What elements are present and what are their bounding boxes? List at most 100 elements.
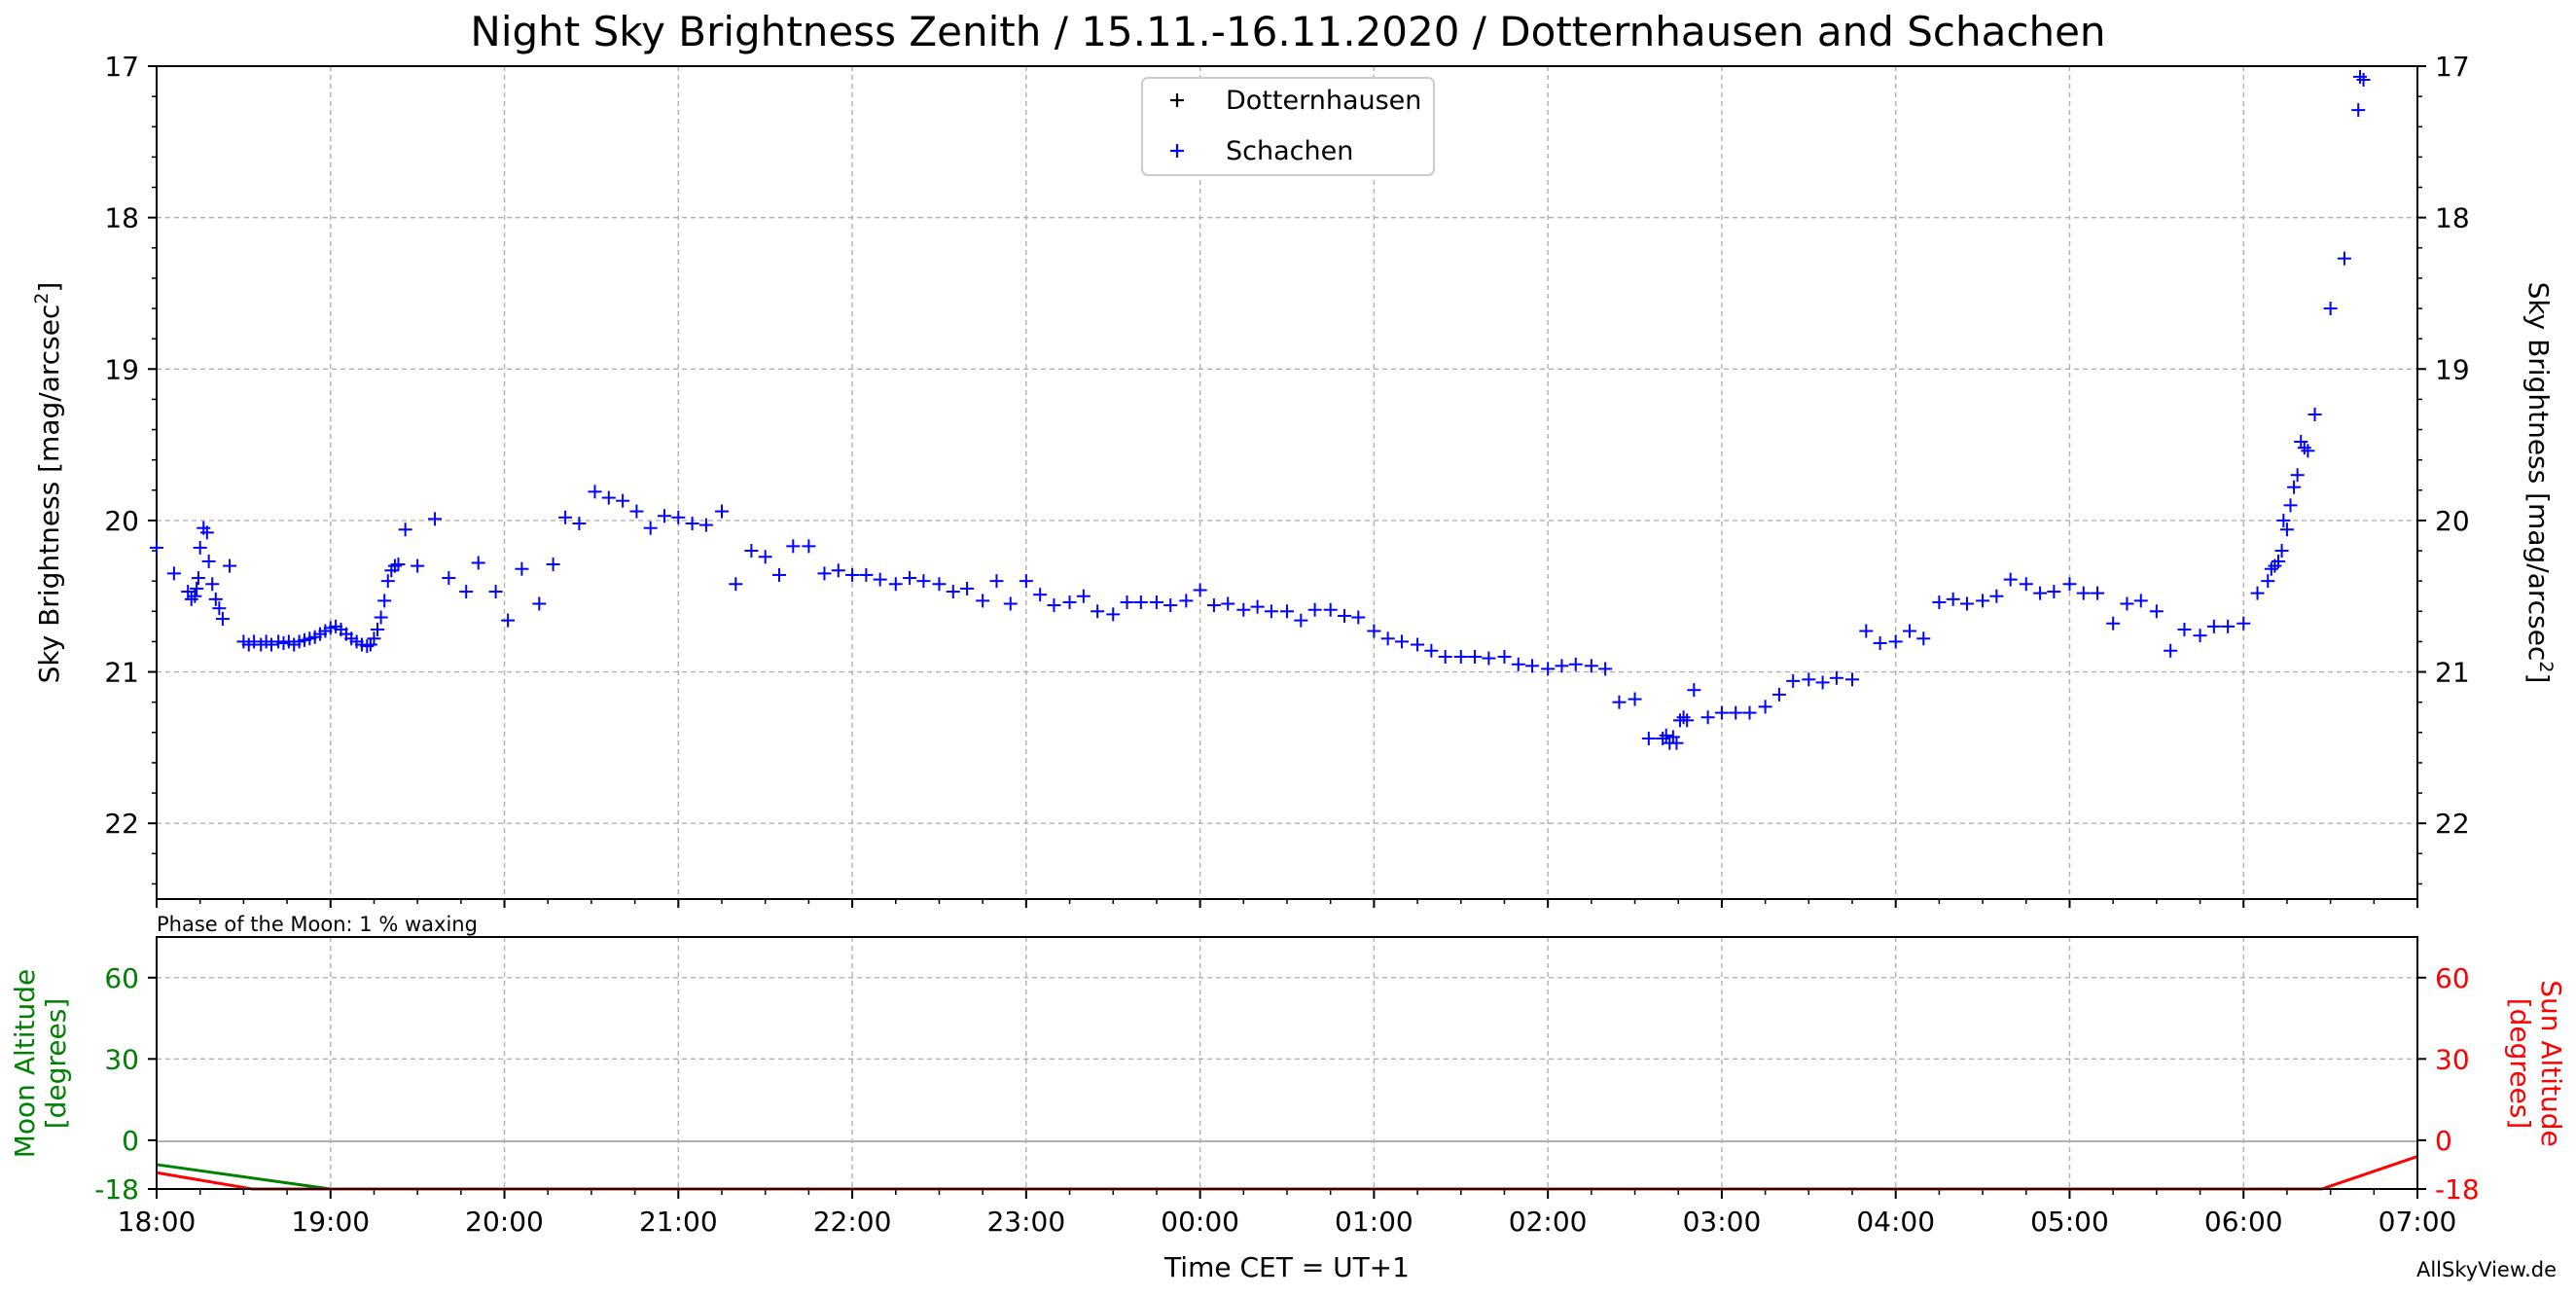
data-point-schachen: [2047, 585, 2061, 599]
data-point-schachen: [201, 554, 216, 568]
data-point-schachen: [1700, 710, 1715, 725]
data-point-schachen: [1062, 594, 1077, 609]
data-point-schachen: [1337, 608, 1351, 623]
data-point-schachen: [1424, 643, 1439, 658]
data-point-schachen: [2164, 643, 2178, 658]
data-point-schachen: [150, 540, 163, 555]
data-point-schachen: [247, 634, 262, 649]
data-point-schachen: [1656, 732, 1670, 746]
data-point-schachen: [758, 550, 772, 564]
brightness-panel: 17 17 18 18 19 19 20 20 21 21 22 22 Sky Brightness …: [31, 51, 2557, 908]
data-point-schachen: [1047, 598, 1061, 613]
data-point-schachen: [2076, 586, 2091, 600]
data-point-schachen: [387, 558, 402, 573]
data-point-schachen: [2323, 302, 2338, 316]
left-y-tick-label: 19: [104, 353, 139, 385]
data-point-schachen: [888, 577, 903, 592]
x-tick-label: 05:00: [2030, 1206, 2109, 1238]
data-point-schachen: [1541, 662, 1556, 676]
data-point-schachen: [1959, 596, 1974, 611]
left-y-tick-label: 18: [104, 202, 139, 234]
data-point-schachen: [193, 540, 207, 555]
data-point-schachen: [1628, 692, 1642, 706]
data-point-schachen: [1280, 604, 1294, 619]
data-point-schachen: [572, 517, 587, 531]
data-point-schachen: [2133, 594, 2148, 608]
data-point-schachen: [205, 577, 220, 592]
data-point-schachen: [698, 518, 713, 532]
data-point-schachen: [1888, 634, 1903, 649]
data-point-schachen: [1584, 659, 1598, 673]
data-point-schachen: [1612, 695, 1627, 709]
left-y-tick-label: 22: [104, 808, 139, 840]
data-point-schachen: [1482, 651, 1496, 666]
data-point-schachen: [989, 574, 1004, 589]
data-point-schachen: [199, 525, 214, 540]
data-point-schachen: [671, 510, 686, 524]
data-point-schachen: [2294, 434, 2308, 449]
data-point-schachen: [1149, 594, 1163, 609]
data-point-schachen: [1771, 687, 1786, 702]
data-point-schachen: [166, 566, 181, 581]
data-point-schachen: [546, 558, 560, 572]
x-tick-label: 07:00: [2379, 1206, 2457, 1238]
data-point-schachen: [558, 510, 573, 524]
data-point-schachen: [2206, 619, 2221, 633]
data-point-schachen: [367, 631, 381, 646]
data-point-schachen: [188, 589, 202, 603]
data-point-schachen: [1394, 634, 1409, 649]
data-point-schachen: [223, 558, 237, 573]
data-point-schachen: [1411, 637, 1425, 652]
moon-phase-note: Phase of the Moon: 1 % waxing: [157, 913, 478, 936]
data-point-schachen: [1859, 624, 1874, 638]
moon-y-tick-label: -18: [94, 1173, 139, 1206]
right-y-tick-label: 22: [2435, 808, 2470, 840]
data-point-schachen: [2297, 441, 2311, 455]
data-point-schachen: [208, 592, 223, 606]
data-point-schachen: [215, 612, 230, 627]
data-point-schachen: [1351, 610, 1366, 625]
data-point-schachen: [1525, 659, 1540, 673]
data-point-schachen: [1873, 635, 1887, 650]
data-point-schachen: [1902, 624, 1916, 638]
data-point-schachen: [2261, 574, 2275, 589]
data-point-schachen: [2274, 544, 2289, 558]
x-tick-label: 03:00: [1683, 1206, 1762, 1238]
data-point-schachen: [1003, 596, 1018, 611]
altitude-plot-frame: [156, 936, 2418, 1190]
legend-marker-dotternhausen: [1170, 93, 1184, 107]
data-point-schachen: [1221, 596, 1235, 611]
data-point-schachen: [442, 571, 456, 586]
right-y-axis-label: Sky Brightness [mag/arcsec2]: [2522, 282, 2557, 684]
data-point-schachen: [658, 509, 672, 523]
data-point-schachen: [1989, 589, 2004, 603]
data-point-schachen: [1206, 598, 1221, 613]
data-point-schachen: [802, 539, 816, 554]
sun-altitude-axis-label: Sun Altitude[degrees]: [2504, 980, 2567, 1147]
right-y-tick-label: 21: [2435, 657, 2470, 689]
data-point-schachen: [1264, 604, 1278, 619]
x-tick-label: 00:00: [1161, 1206, 1239, 1238]
data-point-schachen: [1294, 613, 1308, 628]
data-point-schachen: [1946, 592, 1960, 606]
data-point-schachen: [916, 574, 931, 589]
data-point-schachen: [1323, 602, 1338, 617]
data-point-schachen: [1815, 675, 1830, 690]
data-point-schachen: [859, 567, 874, 582]
right-y-tick-label: 17: [2435, 51, 2470, 83]
data-point-schachen: [2351, 103, 2366, 118]
data-point-schachen: [2301, 444, 2315, 458]
x-tick-label: 22:00: [813, 1206, 892, 1238]
data-point-schachen: [831, 563, 845, 578]
data-point-schachen: [1179, 594, 1194, 608]
moon-altitude-axis-label: Moon Altitude[degrees]: [9, 969, 72, 1158]
right-y-tick-label: 18: [2435, 202, 2470, 234]
data-point-schachen: [2279, 522, 2294, 537]
data-point-schachen: [1091, 604, 1105, 619]
legend-marker-schachen: [1170, 144, 1184, 158]
data-point-schachen: [616, 493, 630, 508]
data-point-schachen: [2337, 251, 2351, 266]
data-point-schachen: [1669, 736, 1684, 750]
data-point-schachen: [2106, 616, 2121, 630]
